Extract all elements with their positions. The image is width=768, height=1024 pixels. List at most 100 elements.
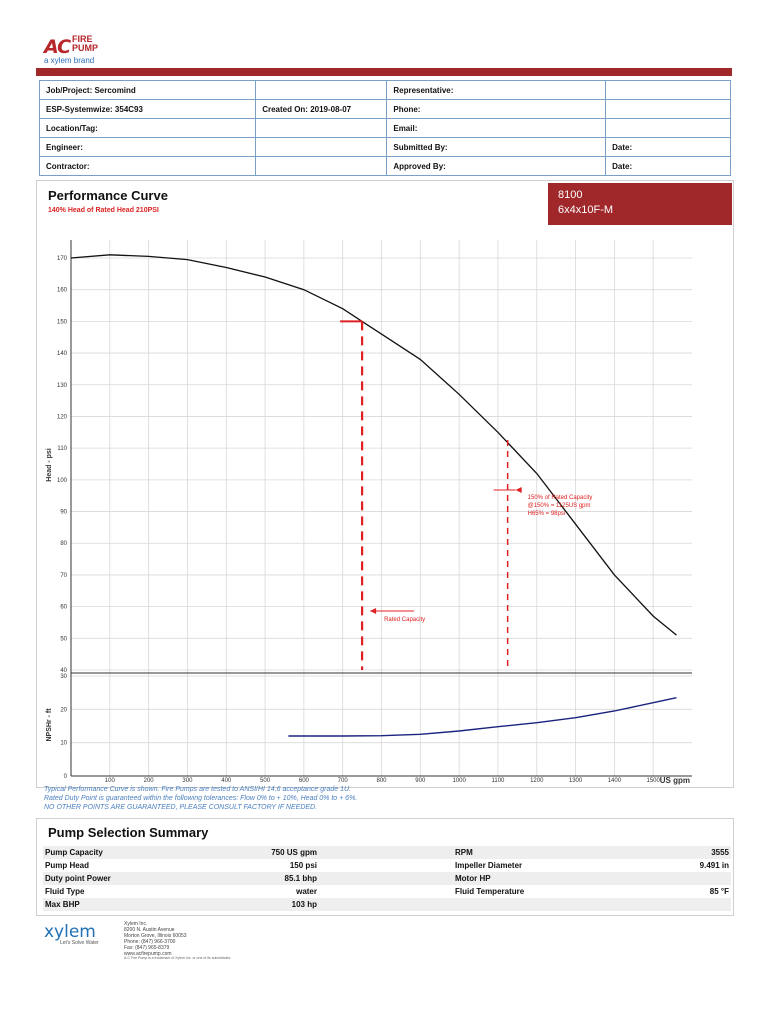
summary-l-label: Pump Head xyxy=(45,861,90,870)
summary-row: Pump Head 150 psi Impeller Diameter 9.491 i… xyxy=(43,859,731,872)
brand-tagline: a xylem brand xyxy=(44,56,95,65)
header-bar xyxy=(36,68,732,76)
performance-curve-title: Performance Curve xyxy=(48,188,168,203)
summary-l-value: 750 US gpm xyxy=(271,848,317,857)
head-tick-label: 80 xyxy=(60,541,67,547)
head-curve-line xyxy=(70,254,677,636)
summary-r-value: 85 °F xyxy=(709,887,729,896)
summary-r-label: RPM xyxy=(455,848,473,857)
pump-model-box: 8100 6x4x10F-M xyxy=(548,183,732,225)
ac-logo-mark: AC xyxy=(44,36,71,58)
address-line: Morton Grove, Illinois 60053 xyxy=(124,933,187,939)
pump-model-number: 8100 xyxy=(558,189,583,201)
info-row: Contractor: Approved By: Date: xyxy=(38,156,731,176)
x-tick-label: 500 xyxy=(260,778,271,784)
head-tick-label: 60 xyxy=(60,605,67,611)
summary-l-value: 103 hp xyxy=(291,900,317,909)
info-row: Location/Tag: Email: xyxy=(38,118,731,138)
xylem-tagline: Let's Solve Water xyxy=(60,940,99,946)
performance-curve-panel xyxy=(36,180,734,788)
project-info-table: Job/Project: Sercomind Representative: ESP… xyxy=(38,80,731,176)
npsh-tick-label: 20 xyxy=(60,707,67,713)
overload-arrow-head xyxy=(515,487,522,493)
npsh-curve-line xyxy=(288,697,677,737)
rated-arrow-head xyxy=(370,608,377,614)
address-line: Xylem Inc. xyxy=(124,921,148,927)
x-tick-label: 1200 xyxy=(530,778,544,784)
rated-capacity-label: Rated Capacity xyxy=(384,617,425,623)
logo-line-1: FIRE xyxy=(72,34,93,44)
note-line: Rated Duty Point is guaranteed within th… xyxy=(44,795,358,802)
summary-l-value: water xyxy=(296,887,317,896)
head-tick-label: 160 xyxy=(57,288,68,294)
address-line: Phone: (847) 966-3700 xyxy=(124,939,176,945)
x-tick-label: 600 xyxy=(299,778,310,784)
head-tick-label: 50 xyxy=(60,636,67,642)
info-cell: Approved By: xyxy=(386,156,607,176)
xylem-logo: xylem xyxy=(44,922,96,942)
head-tick-label: 70 xyxy=(60,573,67,579)
address-line: Fax: (847) 965-8379 xyxy=(124,945,170,951)
address-line: 8200 N. Austin Avenue xyxy=(124,927,175,933)
overload-label-line: 150% of Rated Capacity xyxy=(528,495,593,501)
summary-r-value: 9.491 in xyxy=(699,861,729,870)
head-tick-label: 170 xyxy=(57,256,68,262)
summary-l-label: Max BHP xyxy=(45,900,80,909)
summary-row: Max BHP 103 hp xyxy=(43,898,731,911)
head-tick-label: 130 xyxy=(57,383,68,389)
logo-line-2: PUMP xyxy=(72,43,99,53)
head-tick-label: 40 xyxy=(60,668,67,674)
head-tick-label: 100 xyxy=(57,478,68,484)
summary-r-label: Impeller Diameter xyxy=(455,861,523,870)
x-tick-label: 400 xyxy=(221,778,232,784)
x-tick-label: 1500 xyxy=(647,778,661,784)
x-tick-label: 300 xyxy=(182,778,193,784)
info-cell xyxy=(255,156,388,176)
summary-l-label: Pump Capacity xyxy=(45,848,103,857)
summary-r-value: 3555 xyxy=(711,848,729,857)
summary-row: Fluid Type water Fluid Temperature 85 °F xyxy=(43,885,731,898)
pump-selection-summary-panel xyxy=(36,818,734,916)
x-tick-label: 700 xyxy=(338,778,349,784)
info-row: Engineer: Submitted By: Date: xyxy=(38,137,731,157)
x-tick-label: 800 xyxy=(376,778,387,784)
x-axis-label: US gpm xyxy=(660,776,690,785)
x-tick-label: 900 xyxy=(415,778,426,784)
summary-r-label: Motor HP xyxy=(455,874,491,883)
x-tick-label: 1000 xyxy=(452,778,466,784)
npsh-tick-label: 10 xyxy=(60,741,67,747)
pump-selection-summary-title: Pump Selection Summary xyxy=(48,825,209,840)
overload-label-line: H65% = 98psi xyxy=(528,511,566,517)
company-address: Xylem Inc. 8200 N. Austin Avenue Morton … xyxy=(124,921,187,957)
performance-curve-subtitle: 140% Head of Rated Head 210PSI xyxy=(48,207,159,214)
x-tick-label: 1300 xyxy=(569,778,583,784)
info-cell: Date: xyxy=(605,156,731,176)
head-tick-label: 110 xyxy=(57,446,67,452)
summary-l-value: 150 psi xyxy=(289,861,317,870)
npsh-axis-label: NPSHr - ft xyxy=(46,708,53,742)
summary-l-label: Fluid Type xyxy=(45,887,85,896)
summary-row: Pump Capacity 750 US gpm RPM 3555 xyxy=(43,846,731,859)
head-tick-label: 90 xyxy=(60,510,67,516)
note-line: NO OTHER POINTS ARE GUARANTEED, PLEASE C… xyxy=(44,804,318,811)
summary-r-label: Fluid Temperature xyxy=(455,887,525,896)
overload-label-line: @150% = 1125US gpm xyxy=(528,503,591,509)
head-tick-label: 120 xyxy=(57,414,68,420)
trademark-notice: A-C Fire Pump is a trademark of Xylem In… xyxy=(124,956,232,960)
curve-notes: Typical Performance Curve is shown. Fire… xyxy=(44,785,357,812)
x-tick-label: 100 xyxy=(105,778,116,784)
npsh-tick-label: 30 xyxy=(60,674,67,680)
x-tick-label: 1400 xyxy=(608,778,622,784)
performance-chart: 40 50 60 70 80 90 100 110 120 130 140 150 160 170 0 10 2… xyxy=(46,240,692,785)
head-tick-label: 150 xyxy=(57,319,68,325)
summary-l-value: 85.1 bhp xyxy=(284,874,317,883)
info-cell: Contractor: xyxy=(38,156,257,176)
address-line: www.acfirepump.com xyxy=(124,951,172,957)
fire-pump-logo-text: FIRE PUMP xyxy=(72,35,98,53)
npsh-tick-label: 0 xyxy=(64,774,68,780)
pump-model-size: 6x4x10F-M xyxy=(558,204,614,216)
summary-l-label: Duty point Power xyxy=(45,874,111,883)
x-tick-label: 200 xyxy=(144,778,155,784)
head-axis-label: Head - psi xyxy=(46,448,53,482)
x-tick-label: 1100 xyxy=(491,778,505,784)
